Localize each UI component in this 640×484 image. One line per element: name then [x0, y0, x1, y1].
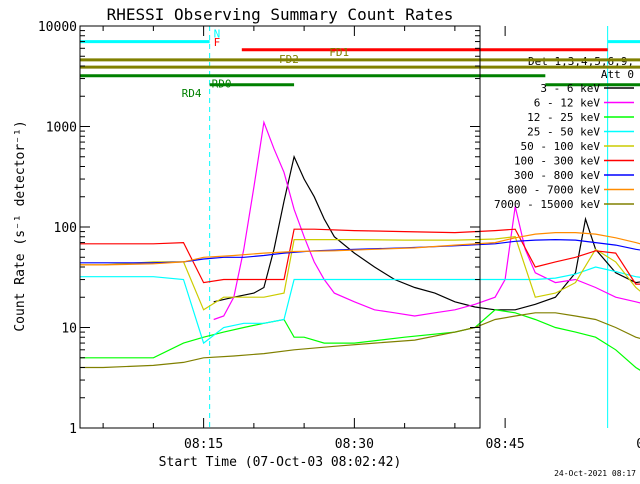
series-line-1	[213, 119, 640, 321]
footer-date: 24-Oct-2021 08:17	[554, 469, 636, 478]
series-line-8	[80, 312, 640, 369]
x-tick-label: 09:00	[636, 437, 640, 452]
legend-label: 50 - 100 keV	[521, 140, 601, 153]
series-line-2	[80, 309, 640, 371]
state-bar-label-n: N	[214, 28, 221, 41]
legend-label: 12 - 25 keV	[527, 111, 600, 124]
legend-label: 25 - 50 keV	[527, 126, 600, 139]
y-axis-label: Count Rate (s⁻¹ detector⁻¹)	[13, 120, 28, 331]
y-tick-label: 1000	[46, 121, 77, 136]
legend-label: 300 - 800 keV	[514, 169, 600, 182]
legend-header-line-2: Att 0	[601, 68, 634, 81]
series-line-6	[80, 238, 640, 264]
y-tick-label: 1	[69, 422, 77, 437]
state-bar-label-f: F	[214, 36, 221, 49]
series-line-4	[80, 236, 640, 311]
series-line-5	[80, 228, 640, 285]
state-bar-label-fd1: FD1	[329, 46, 349, 59]
legend-label: 7000 - 15000 keV	[494, 198, 600, 211]
legend-label: 800 - 7000 keV	[507, 184, 600, 197]
chart-title: RHESSI Observing Summary Count Rates	[107, 5, 454, 24]
y-tick-label: 10000	[38, 20, 77, 35]
legend-label: 6 - 12 keV	[534, 97, 601, 110]
legend-label: 3 - 6 keV	[540, 82, 600, 95]
series-line-3	[80, 266, 640, 345]
x-axis-label: Start Time (07-Oct-03 08:02:42)	[159, 455, 402, 470]
state-bar-label-fd2: FD2	[279, 53, 299, 66]
state-bar-label-rd4: RD4	[182, 87, 202, 100]
series-line-0	[213, 154, 640, 311]
series-line-7	[80, 232, 640, 266]
plot-frame	[79, 25, 481, 429]
y-tick-label: 100	[54, 221, 77, 236]
y-tick-label: 10	[61, 322, 77, 337]
legend-label: 100 - 300 keV	[514, 155, 600, 168]
x-tick-label: 08:15	[184, 437, 223, 452]
x-tick-label: 08:45	[486, 437, 525, 452]
x-tick-label: 08:30	[335, 437, 374, 452]
